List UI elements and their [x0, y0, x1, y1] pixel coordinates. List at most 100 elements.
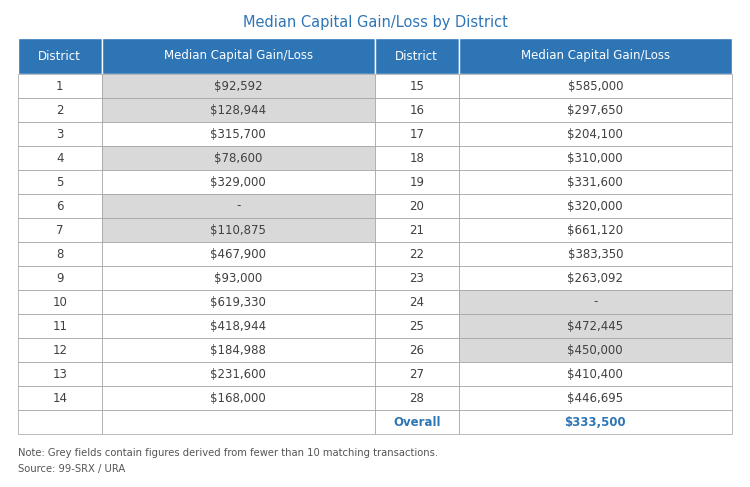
Text: $418,944: $418,944	[210, 319, 266, 333]
Text: $585,000: $585,000	[568, 79, 623, 93]
Bar	[18, 314, 101, 338]
Bar	[375, 242, 458, 266]
Text: Median Capital Gain/Loss: Median Capital Gain/Loss	[164, 50, 313, 62]
Text: $333,500: $333,500	[565, 415, 626, 429]
Bar	[375, 290, 458, 314]
Text: District: District	[395, 50, 438, 62]
Text: $184,988: $184,988	[210, 343, 266, 356]
Bar	[458, 218, 732, 242]
Bar	[101, 98, 375, 122]
Text: 7: 7	[56, 224, 64, 237]
Text: $263,092: $263,092	[567, 271, 623, 284]
Text: $329,000: $329,000	[211, 175, 266, 188]
Text: 19: 19	[410, 175, 424, 188]
Bar	[375, 362, 458, 386]
Bar	[18, 194, 101, 218]
Text: 20: 20	[410, 200, 424, 212]
Bar	[18, 386, 101, 410]
Bar	[458, 242, 732, 266]
Bar	[375, 122, 458, 146]
Bar	[18, 362, 101, 386]
Text: 16: 16	[410, 104, 424, 116]
Bar	[458, 170, 732, 194]
Text: 4: 4	[56, 151, 64, 165]
Bar	[18, 338, 101, 362]
Bar	[18, 218, 101, 242]
Text: $331,600: $331,600	[568, 175, 623, 188]
Bar	[101, 290, 375, 314]
Text: 2: 2	[56, 104, 64, 116]
Bar	[101, 218, 375, 242]
Text: 17: 17	[410, 128, 424, 141]
Text: -: -	[236, 200, 241, 212]
Text: $297,650: $297,650	[567, 104, 623, 116]
Text: 27: 27	[410, 368, 424, 380]
Text: 9: 9	[56, 271, 64, 284]
Text: 14: 14	[53, 392, 68, 405]
Bar	[101, 410, 375, 434]
Bar	[458, 146, 732, 170]
Bar	[375, 338, 458, 362]
Text: 1: 1	[56, 79, 64, 93]
Bar	[18, 170, 101, 194]
Text: 28: 28	[410, 392, 424, 405]
Text: 15: 15	[410, 79, 424, 93]
Text: $92,592: $92,592	[214, 79, 262, 93]
Text: $315,700: $315,700	[211, 128, 266, 141]
Bar	[375, 386, 458, 410]
Bar	[375, 74, 458, 98]
Text: 23: 23	[410, 271, 424, 284]
Bar	[458, 266, 732, 290]
Text: District: District	[38, 50, 81, 62]
Bar	[458, 122, 732, 146]
Text: $93,000: $93,000	[214, 271, 262, 284]
Text: 12: 12	[53, 343, 68, 356]
Bar	[101, 38, 375, 74]
Text: $446,695: $446,695	[567, 392, 623, 405]
Text: 22: 22	[410, 247, 424, 261]
Text: 26: 26	[410, 343, 424, 356]
Text: 11: 11	[53, 319, 68, 333]
Text: Source: 99-SRX / URA: Source: 99-SRX / URA	[18, 464, 125, 474]
Bar	[458, 386, 732, 410]
Text: 3: 3	[56, 128, 64, 141]
Bar	[375, 194, 458, 218]
Text: 24: 24	[410, 296, 424, 308]
Text: 25: 25	[410, 319, 424, 333]
Text: $619,330: $619,330	[210, 296, 266, 308]
Text: 10: 10	[53, 296, 68, 308]
Bar	[101, 170, 375, 194]
Text: $383,350: $383,350	[568, 247, 623, 261]
Bar	[101, 338, 375, 362]
Text: 13: 13	[53, 368, 68, 380]
Bar	[458, 74, 732, 98]
Bar	[18, 38, 101, 74]
Text: 6: 6	[56, 200, 64, 212]
Bar	[101, 146, 375, 170]
Text: $661,120: $661,120	[567, 224, 623, 237]
Text: Overall: Overall	[393, 415, 440, 429]
Text: Median Capital Gain/Loss by District: Median Capital Gain/Loss by District	[242, 15, 508, 30]
Text: $78,600: $78,600	[214, 151, 262, 165]
Text: $450,000: $450,000	[568, 343, 623, 356]
Bar	[18, 410, 101, 434]
Bar	[458, 38, 732, 74]
Text: Note: Grey fields contain figures derived from fewer than 10 matching transactio: Note: Grey fields contain figures derive…	[18, 448, 438, 458]
Bar	[375, 410, 458, 434]
Bar	[18, 242, 101, 266]
Bar	[18, 74, 101, 98]
Bar	[375, 314, 458, 338]
Bar	[375, 266, 458, 290]
Text: $204,100: $204,100	[567, 128, 623, 141]
Bar	[18, 122, 101, 146]
Text: $410,400: $410,400	[567, 368, 623, 380]
Bar	[101, 194, 375, 218]
Bar	[18, 146, 101, 170]
Text: 8: 8	[56, 247, 64, 261]
Bar	[458, 410, 732, 434]
Bar	[375, 218, 458, 242]
Bar	[18, 98, 101, 122]
Bar	[101, 266, 375, 290]
Text: Median Capital Gain/Loss: Median Capital Gain/Loss	[520, 50, 670, 62]
Text: $128,944: $128,944	[210, 104, 266, 116]
